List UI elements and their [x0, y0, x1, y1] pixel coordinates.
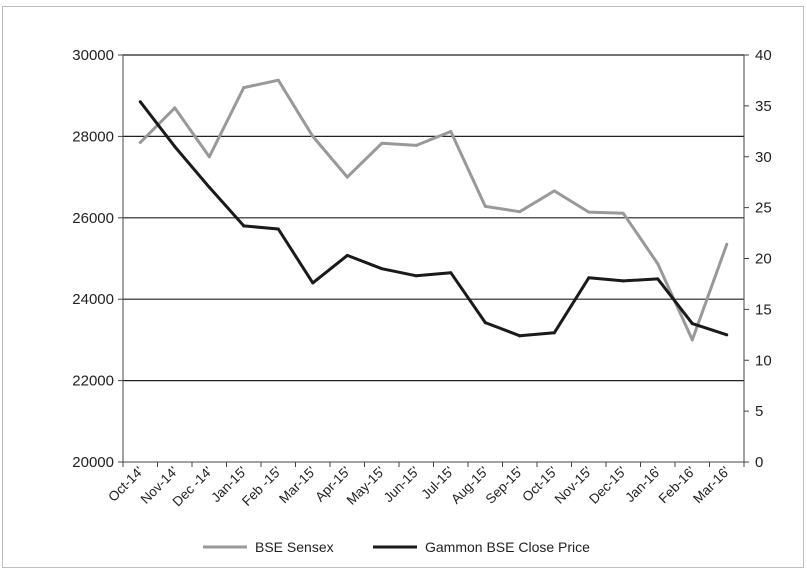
data-point [380, 267, 384, 271]
data-point [345, 253, 349, 257]
data-point [242, 86, 246, 90]
data-point [449, 130, 453, 134]
series-line-1 [139, 100, 728, 338]
chart-frame: 20000 22000 24000 26000 28000 30000 0 5 10 15 20 2… [2, 6, 804, 568]
left-tick-label: 24000 [72, 291, 114, 308]
data-point [690, 338, 694, 342]
x-axis-labels: Oct-14'Nov-14'Dec -14'Jan-15'Feb -15'Mar… [105, 464, 733, 510]
left-tick-label: 28000 [72, 128, 114, 145]
data-point [587, 210, 591, 214]
x-tick-label: Dec-15' [586, 464, 629, 507]
data-point [621, 279, 625, 283]
data-point [449, 271, 453, 275]
right-tick-label: 5 [755, 403, 763, 420]
data-point [173, 106, 177, 110]
data-point [276, 227, 280, 231]
data-point [656, 262, 660, 266]
right-axis-ticks: 0 5 10 15 20 25 30 35 40 [755, 47, 772, 471]
left-tick-label: 22000 [72, 373, 114, 390]
axes [118, 54, 749, 467]
legend-label: Gammon BSE Close Price [425, 539, 590, 555]
x-tick-label: May-15' [344, 464, 388, 508]
data-point [311, 281, 315, 285]
data-point [725, 333, 729, 337]
x-tick-label: Sep-15' [483, 464, 526, 507]
data-point [656, 277, 660, 281]
x-tick-label: Nov-15' [552, 464, 595, 507]
data-point [207, 155, 211, 159]
data-point [621, 211, 625, 215]
data-point [414, 274, 418, 278]
data-point [380, 141, 384, 145]
data-point [138, 100, 142, 104]
right-tick-label: 30 [755, 149, 772, 166]
data-point [518, 334, 522, 338]
data-point [725, 242, 729, 246]
data-point [483, 204, 487, 208]
x-tick-label: Mar-16' [690, 464, 733, 507]
right-tick-label: 0 [755, 454, 763, 471]
left-tick-label: 30000 [72, 47, 114, 64]
data-point [518, 210, 522, 214]
data-point [345, 175, 349, 179]
x-tick-label: Feb-16' [656, 464, 699, 507]
x-tick-label: Mar-15' [276, 464, 319, 507]
series-line-0 [139, 78, 729, 342]
data-point [414, 143, 418, 147]
data-point [483, 321, 487, 325]
data-point [173, 145, 177, 149]
right-tick-label: 10 [755, 352, 772, 369]
x-tick-label: Aug-15' [448, 464, 491, 507]
series-lines [138, 78, 729, 342]
data-point [138, 141, 142, 145]
line-chart: 20000 22000 24000 26000 28000 30000 0 5 10 15 20 2… [72, 47, 772, 555]
legend-label: BSE Sensex [255, 539, 334, 555]
left-tick-label: 26000 [72, 210, 114, 227]
data-point [311, 134, 315, 138]
left-tick-label: 20000 [72, 454, 114, 471]
data-point [552, 189, 556, 193]
data-point [276, 78, 280, 82]
left-axis-ticks: 20000 22000 24000 26000 28000 30000 [72, 47, 114, 471]
right-tick-label: 35 [755, 98, 772, 115]
data-point [587, 276, 591, 280]
data-point [690, 322, 694, 326]
data-point [242, 224, 246, 228]
legend: BSE Sensex Gammon BSE Close Price [203, 539, 590, 555]
right-tick-label: 25 [755, 200, 772, 217]
x-tick-label: Jun-15' [381, 464, 423, 506]
right-tick-label: 40 [755, 47, 772, 64]
data-point [552, 331, 556, 335]
right-tick-label: 15 [755, 301, 772, 318]
gridlines [123, 54, 744, 382]
data-point [207, 185, 211, 189]
right-tick-label: 20 [755, 251, 772, 268]
